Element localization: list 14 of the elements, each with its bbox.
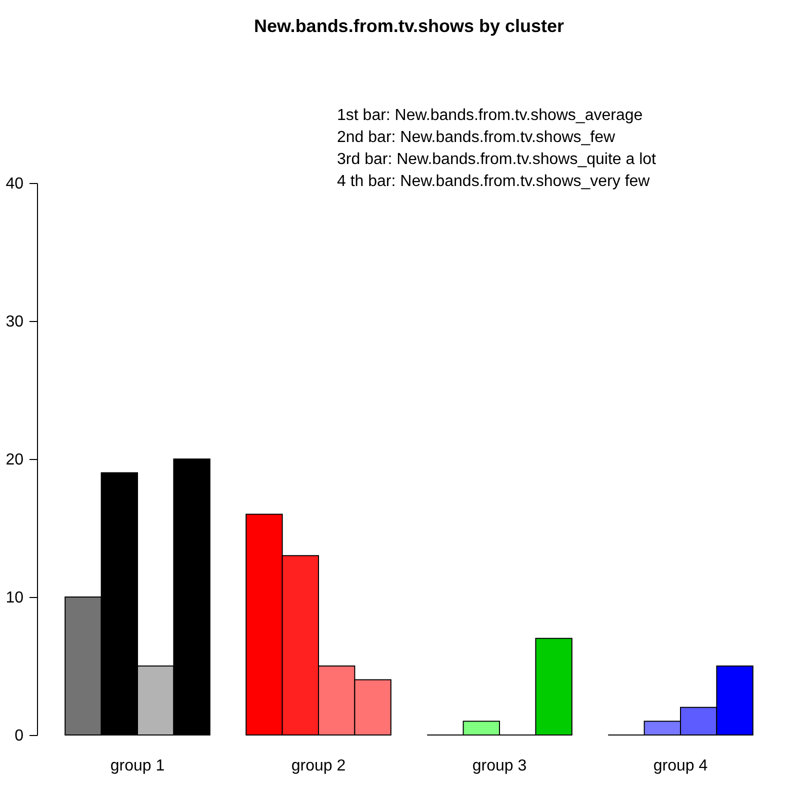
- chart-title: New.bands.from.tv.shows by cluster: [254, 16, 564, 36]
- y-tick-label: 0: [14, 728, 24, 744]
- x-tick-label: group 4: [653, 758, 708, 774]
- text: 3rd bar: New.bands.from.tv.shows_quite a lot: [337, 151, 657, 168]
- annotation: 4 th bar: New.bands.from.tv.shows_very few: [337, 173, 650, 190]
- text: 2nd bar: New.bands.from.tv.shows_few: [337, 129, 616, 146]
- x-tick-label: group 2: [291, 758, 346, 774]
- y-tick-label: 30: [6, 314, 24, 330]
- y-tick-label: 20: [6, 452, 24, 468]
- y-tick-label: 40: [6, 176, 24, 192]
- text: 1st bar: New.bands.from.tv.shows_average: [337, 107, 643, 124]
- x-tick-label: group 3: [472, 758, 527, 774]
- x-tick-label: group 1: [110, 758, 165, 774]
- y-tick-label: 10: [6, 590, 24, 606]
